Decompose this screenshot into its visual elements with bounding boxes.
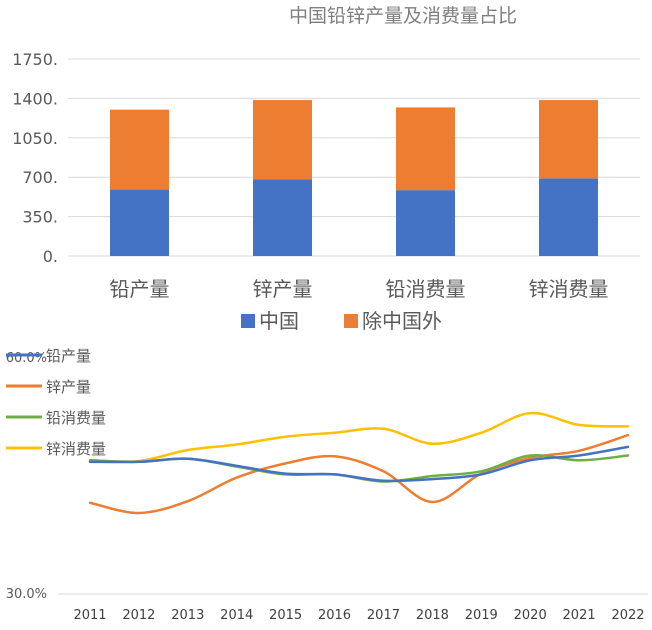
y-tick-label: 700. [22, 168, 58, 187]
y-tick-label: 1750. [12, 50, 58, 69]
line-chart-y-axis: 30.0% 60.0% [6, 351, 47, 602]
x-year-label: 2022 [611, 608, 644, 623]
x-year-label: 2017 [367, 608, 400, 623]
line-chart-x-axis: 2011 2012 2013 2014 2015 2016 2017 2018 2019 2020… [73, 608, 644, 623]
y-tick-label: 0. [43, 247, 58, 266]
legend-label-lead-production: 铅产量 [46, 347, 91, 365]
x-category-label: 铅产量 [110, 277, 170, 301]
x-year-label: 2019 [465, 608, 498, 623]
legend-label-lead-consumption: 铅消费量 [46, 409, 106, 427]
bar-segment-rest-of-world [110, 109, 169, 190]
legend-label-rest-of-world: 除中国外 [362, 309, 442, 333]
x-year-label: 2021 [563, 608, 596, 623]
line-chart-series [88, 411, 630, 515]
bar-chart-y-axis: 0. 350. 700. 1050. 1400. 1750. [12, 50, 58, 266]
x-year-label: 2014 [220, 608, 253, 623]
x-year-label: 2011 [73, 608, 106, 623]
x-year-label: 2018 [416, 608, 449, 623]
bar-segment-rest-of-world [396, 107, 455, 191]
y-tick-label: 60.0% [6, 351, 47, 366]
series-line-zinc-consumption [88, 411, 630, 463]
bar-segment-rest-of-world [539, 100, 598, 179]
bar-segment-china [253, 179, 312, 256]
x-year-label: 2013 [171, 608, 204, 623]
bar-segment-china [396, 190, 455, 256]
bar-chart-bars [110, 100, 598, 256]
legend-label-china: 中国 [259, 309, 299, 333]
y-tick-label: 350. [22, 208, 58, 227]
legend-swatch-rest-of-world [344, 314, 358, 328]
bar-segment-china [110, 189, 169, 256]
y-tick-label: 30.0% [6, 587, 47, 602]
legend-label-zinc-production: 锌产量 [46, 378, 91, 396]
x-year-label: 2016 [318, 608, 351, 623]
legend-label-zinc-consumption: 锌消费量 [46, 440, 106, 458]
x-year-label: 2020 [514, 608, 547, 623]
y-tick-label: 1400. [12, 89, 58, 108]
legend-swatch-china [241, 314, 255, 328]
bar-chart-x-axis: 铅产量 锌产量 铅消费量 锌消费量 [110, 277, 609, 301]
bar-segment-rest-of-world [253, 100, 312, 180]
x-year-label: 2015 [269, 608, 302, 623]
x-year-label: 2012 [122, 608, 155, 623]
series-line-lead-production [88, 445, 630, 483]
x-category-label: 锌产量 [253, 277, 313, 301]
chart-title: 中国铅锌产量及消费量占比 [289, 5, 517, 27]
series-line-zinc-production [88, 433, 630, 515]
bar-chart-legend: 中国 除中国外 [241, 309, 442, 333]
x-category-label: 锌消费量 [529, 277, 609, 301]
y-tick-label: 1050. [12, 129, 58, 148]
bar-segment-china [539, 178, 598, 256]
x-category-label: 铅消费量 [386, 277, 466, 301]
